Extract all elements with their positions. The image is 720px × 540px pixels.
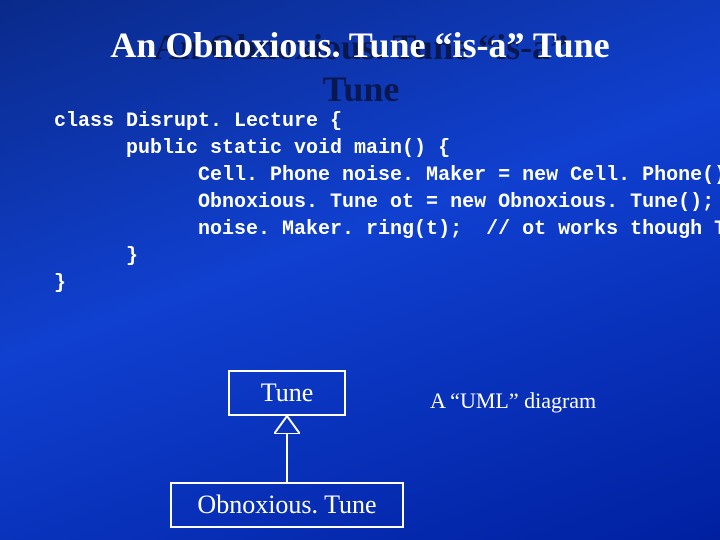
uml-node-parent-label: Tune (261, 378, 314, 408)
diagram-caption: A “UML” diagram (430, 388, 596, 414)
code-line: } (54, 245, 138, 268)
code-line: noise. Maker. ring(t); // ot works thoug… (54, 218, 720, 241)
uml-node-parent: Tune (228, 370, 346, 416)
code-line: } (54, 272, 66, 295)
slide-title-text: An Obnoxious. Tune “is-a” Tune (110, 25, 609, 65)
code-line: Obnoxious. Tune ot = new Obnoxious. Tune… (54, 191, 714, 214)
uml-node-child-label: Obnoxious. Tune (197, 490, 376, 520)
slide-title: An Obnoxious. Tune “is-a” Tune An Obnoxi… (0, 24, 720, 66)
code-line: class Disrupt. Lecture { (54, 110, 342, 133)
code-line: Cell. Phone noise. Maker = new Cell. Pho… (54, 164, 720, 187)
code-line: public static void main() { (54, 137, 450, 160)
code-block: class Disrupt. Lecture { public static v… (54, 108, 680, 297)
inheritance-arrow-head-icon (274, 416, 300, 434)
uml-diagram: Tune Obnoxious. Tune (170, 370, 430, 530)
uml-node-child: Obnoxious. Tune (170, 482, 404, 528)
inheritance-arrow-line (286, 434, 288, 482)
